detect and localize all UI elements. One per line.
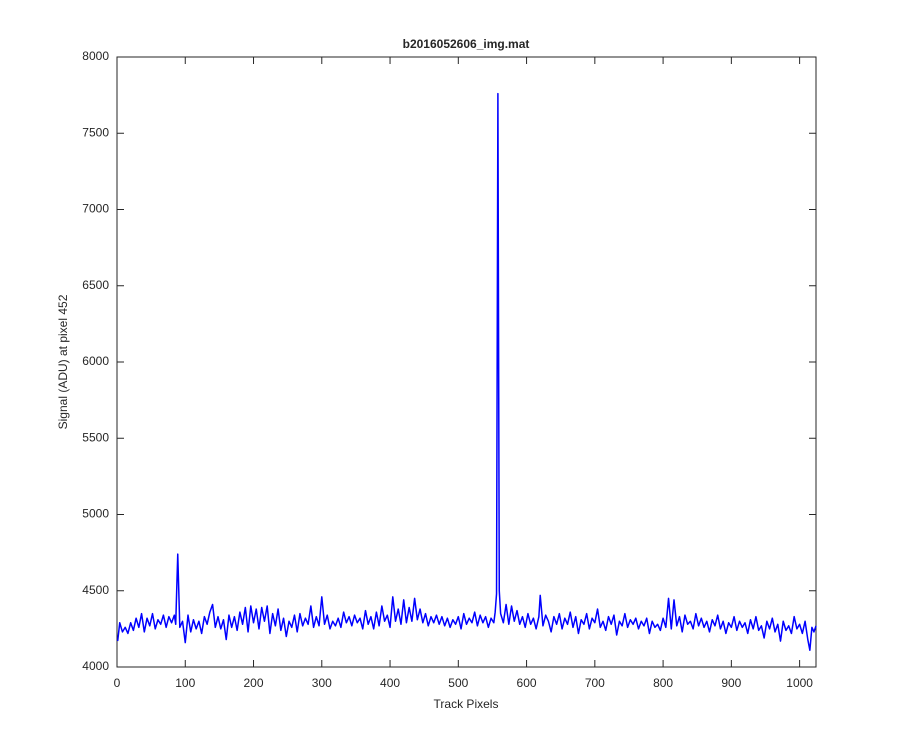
x-tick-label: 900 xyxy=(721,676,741,690)
x-axis-label: Track Pixels xyxy=(434,697,499,711)
x-tick-label: 400 xyxy=(380,676,400,690)
y-tick-label: 4000 xyxy=(82,659,109,673)
x-tick-label: 500 xyxy=(448,676,468,690)
x-tick-label: 200 xyxy=(244,676,264,690)
x-tick-label: 700 xyxy=(585,676,605,690)
y-tick-label: 5500 xyxy=(82,430,109,444)
data-line xyxy=(116,92,817,651)
y-axis-label: Signal (ADU) at pixel 452 xyxy=(56,294,70,429)
chart-title: b2016052606_img.mat xyxy=(403,37,530,51)
y-tick-label: 4500 xyxy=(82,583,109,597)
x-tick-label: 0 xyxy=(114,676,121,690)
y-tick-label: 7000 xyxy=(82,202,109,216)
y-tick-label: 6000 xyxy=(82,354,109,368)
x-tick-label: 300 xyxy=(312,676,332,690)
x-tick-label: 600 xyxy=(517,676,537,690)
x-tick-label: 1000 xyxy=(786,676,813,690)
y-tick-label: 7500 xyxy=(82,125,109,139)
x-tick-label: 800 xyxy=(653,676,673,690)
plot-box xyxy=(116,56,817,668)
y-tick-label: 8000 xyxy=(82,49,109,63)
y-tick-label: 5000 xyxy=(82,507,109,521)
y-tick-label: 6500 xyxy=(82,278,109,292)
x-tick-label: 100 xyxy=(175,676,195,690)
